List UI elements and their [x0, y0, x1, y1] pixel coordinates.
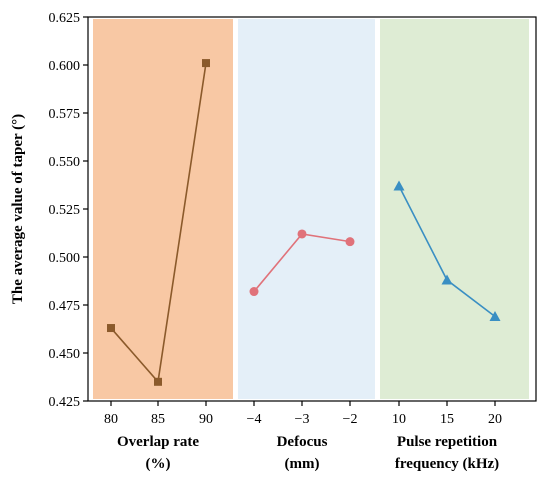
x-tick-label: 20 [488, 412, 502, 427]
x-axis-label-line2: frequency (kHz) [395, 456, 499, 472]
panel-background [238, 19, 375, 399]
y-tick-label: 0.600 [49, 59, 81, 74]
x-tick-label: 10 [392, 412, 406, 427]
x-tick-label: −3 [295, 412, 310, 427]
x-tick-label: 85 [151, 412, 165, 427]
data-point-circle [249, 287, 259, 297]
data-point-circle [297, 229, 307, 239]
y-tick-label: 0.475 [49, 299, 81, 314]
data-point-triangle [441, 274, 453, 285]
data-point-square [202, 59, 210, 68]
x-axis-label-line1: Defocus [277, 434, 328, 450]
y-axis-label: The average value of taper (°) [10, 114, 26, 304]
x-tick-label: 15 [440, 412, 454, 427]
y-tick-label: 0.625 [49, 11, 81, 26]
y-tick-label: 0.525 [49, 203, 81, 218]
x-tick-label: 80 [104, 412, 118, 427]
y-tick-label: 0.575 [49, 107, 81, 122]
y-axis: 0.425 0.450 0.475 0.500 0.525 0.550 0.575 0.600… [49, 11, 88, 410]
x-axis-label-line2: (mm) [285, 456, 320, 472]
y-tick-label: 0.450 [49, 347, 81, 362]
data-point-circle [345, 237, 355, 247]
axis-labels: Overlap rate (%) Defocus (mm) Pulse repetiti… [10, 114, 499, 472]
x-axis-label-line2: (%) [146, 456, 171, 472]
y-tick-label: 0.550 [49, 155, 81, 170]
x-tick-label: 90 [199, 412, 213, 427]
data-point-triangle [489, 311, 501, 322]
y-tick-label: 0.500 [49, 251, 81, 266]
data-point-triangle [393, 180, 405, 191]
panel-background [380, 19, 529, 399]
x-axis-label-line1: Pulse repetition [397, 434, 498, 450]
x-tick-label: −2 [343, 412, 358, 427]
x-tick-label: −4 [247, 412, 262, 427]
x-axis: 80 85 90 −4 −3 −2 10 15 20 [104, 401, 502, 427]
panel-background [93, 19, 233, 399]
series-group [107, 59, 501, 386]
panel-backgrounds [93, 19, 529, 399]
data-point-square [107, 324, 115, 333]
data-point-square [154, 377, 162, 386]
y-tick-label: 0.425 [49, 395, 81, 410]
x-axis-label-line1: Overlap rate [117, 434, 199, 450]
